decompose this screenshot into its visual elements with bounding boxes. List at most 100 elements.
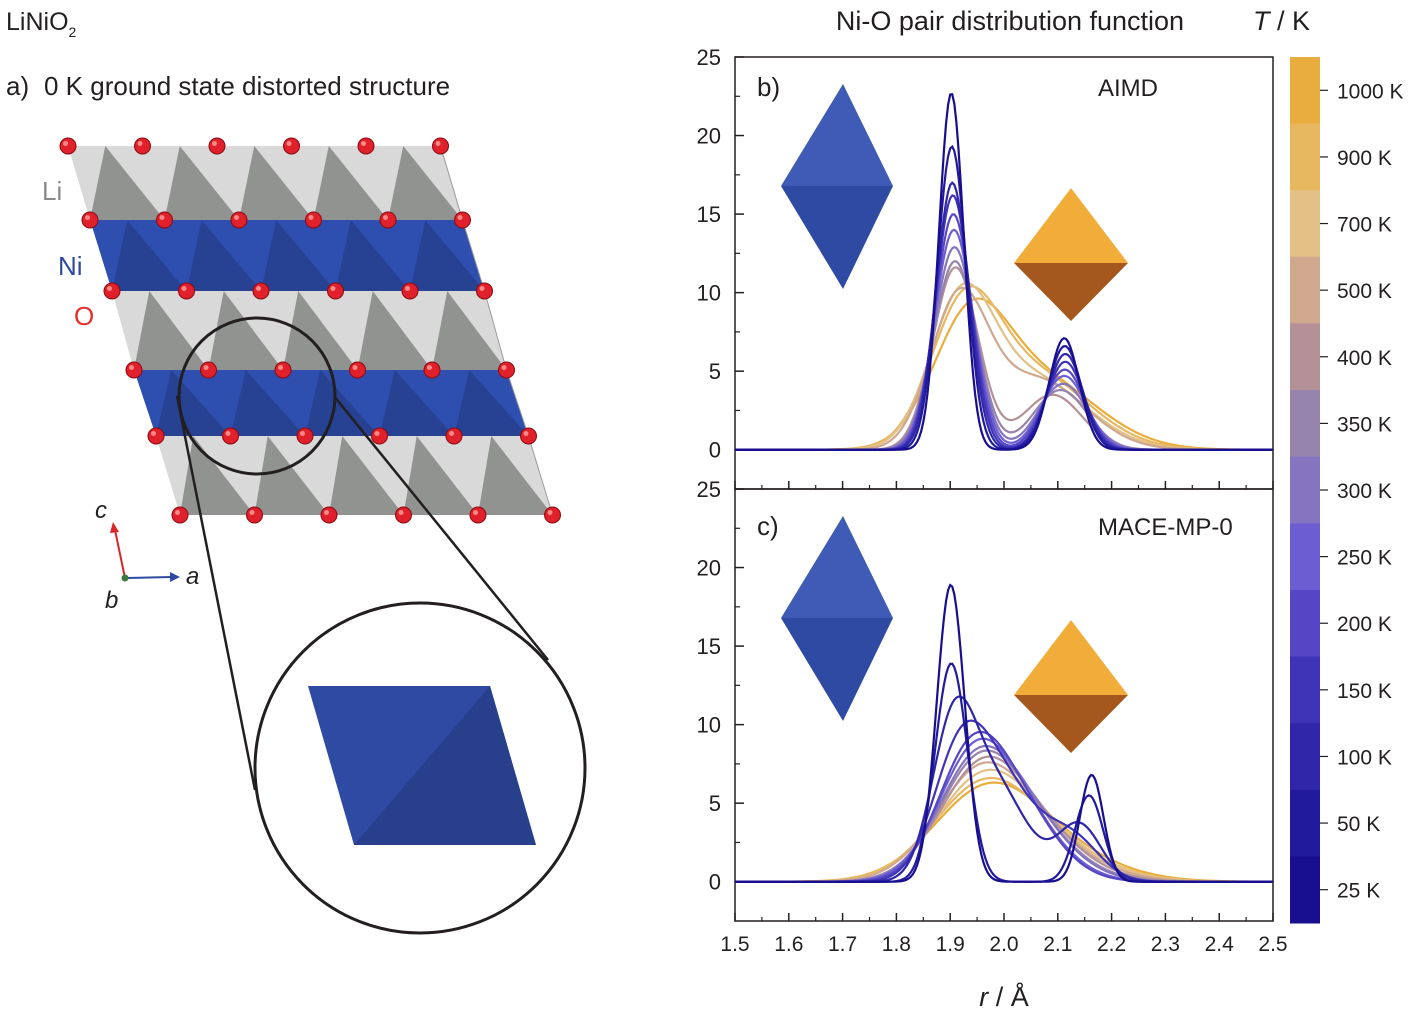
colorbar-label: 350 K bbox=[1337, 413, 1392, 436]
pdf-panel-aimd: 0 5 10 15 20 25 b) AIMD bbox=[697, 45, 1274, 490]
zoom-connector-left bbox=[175, 395, 257, 791]
x-tick-label: 1.8 bbox=[882, 933, 911, 956]
oxygen-atom bbox=[125, 361, 143, 379]
pdf-curve-900K bbox=[735, 776, 1273, 883]
o-label: O bbox=[74, 301, 94, 331]
oxygen-atom bbox=[134, 137, 151, 155]
x-tick-label: 1.7 bbox=[828, 933, 857, 956]
oxygen-atom bbox=[520, 427, 537, 445]
y-tick-label: 0 bbox=[709, 870, 721, 895]
x-tick-label: 1.5 bbox=[720, 933, 749, 956]
colorbar-label: 150 K bbox=[1337, 680, 1392, 703]
axis-a-label: a bbox=[186, 563, 199, 590]
colorbar-label: 25 K bbox=[1337, 880, 1380, 903]
colorbar-label: 900 K bbox=[1337, 147, 1392, 170]
colorbar-segment bbox=[1290, 656, 1320, 724]
panel-c-label: c) bbox=[757, 511, 779, 541]
ni-label: Ni bbox=[58, 251, 83, 281]
oxygen-atom bbox=[320, 506, 338, 524]
colorbar-label: 1000 K bbox=[1337, 80, 1404, 103]
oxygen-atom bbox=[171, 506, 189, 524]
x-tick-label: 1.9 bbox=[936, 933, 965, 956]
pdf-curve-700K bbox=[735, 768, 1273, 883]
y-tick-label: 20 bbox=[697, 556, 721, 581]
pdf-curve-300K bbox=[735, 744, 1273, 883]
x-tick-label: 2.3 bbox=[1151, 933, 1180, 956]
compound-formula: LiNiO2 bbox=[6, 8, 77, 40]
oxygen-atom bbox=[357, 137, 375, 155]
oxygen-atom bbox=[469, 506, 487, 524]
figure-title: Ni-O pair distribution function bbox=[836, 6, 1184, 36]
li-label: Li bbox=[42, 176, 62, 206]
x-tick-label: 2.2 bbox=[1097, 933, 1126, 956]
crystal-structure bbox=[59, 137, 561, 524]
oxygen-atom bbox=[296, 427, 314, 445]
y-tick-label: 15 bbox=[697, 202, 721, 227]
y-tick-label: 20 bbox=[697, 124, 721, 149]
oxygen-atom bbox=[395, 506, 412, 524]
oxygen-atom bbox=[103, 282, 121, 300]
oxygen-atom bbox=[327, 282, 344, 300]
oxygen-atom bbox=[200, 361, 217, 379]
oxygen-atom bbox=[476, 282, 493, 300]
panel-c-method: MACE-MP-0 bbox=[1098, 514, 1233, 541]
zoom-connector-right bbox=[333, 395, 549, 661]
pdf-curve-350K bbox=[735, 749, 1273, 883]
y-tick-label: 10 bbox=[697, 281, 721, 306]
colorbar-segment bbox=[1290, 190, 1320, 258]
panel-b-label: b) bbox=[757, 72, 780, 102]
panel-c-frame bbox=[734, 488, 1274, 922]
x-tick-label: 2.1 bbox=[1043, 933, 1072, 956]
oxygen-atom bbox=[401, 282, 419, 300]
orange-octahedron-icon bbox=[1014, 620, 1128, 695]
oxygen-atom bbox=[283, 137, 300, 155]
colorbar-label: 400 K bbox=[1337, 347, 1392, 370]
temperature-colorbar: 1000 K 900 K 700 K 500 K 400 K 350 K 300 K 250 … bbox=[1290, 57, 1404, 924]
pdf-curve-150K bbox=[735, 719, 1273, 883]
colorbar-segment bbox=[1290, 856, 1320, 924]
colorbar-label: 250 K bbox=[1337, 547, 1392, 570]
colorbar-label: 200 K bbox=[1337, 613, 1392, 636]
pdf-curve-1000K bbox=[735, 781, 1273, 883]
oxygen-atom bbox=[222, 427, 239, 445]
pdf-curve-900K bbox=[735, 285, 1273, 451]
pdf-curve-300K bbox=[735, 245, 1273, 451]
y-tick-label: 0 bbox=[709, 438, 721, 463]
panel-a-label: a) bbox=[6, 71, 29, 101]
y-tick-label: 10 bbox=[697, 713, 721, 738]
y-tick-label: 25 bbox=[697, 477, 721, 502]
pdf-curve-400K bbox=[735, 755, 1273, 883]
oxygen-atom bbox=[498, 361, 515, 379]
colorbar-segment bbox=[1290, 123, 1320, 191]
oxygen-atom bbox=[156, 211, 173, 229]
colorbar-label: 500 K bbox=[1337, 280, 1392, 303]
oxygen-atom bbox=[147, 427, 165, 445]
pdf-curve-700K bbox=[735, 281, 1273, 451]
colorbar-segment bbox=[1290, 57, 1320, 125]
x-tick-label: 1.6 bbox=[774, 933, 803, 956]
y-tick-label: 25 bbox=[697, 45, 721, 70]
panel-a-title: 0 K ground state distorted structure bbox=[44, 71, 450, 101]
axis-indicator bbox=[110, 522, 180, 582]
pdf-curve-400K bbox=[735, 266, 1273, 451]
pdf-curve-200K bbox=[735, 213, 1273, 451]
oxygen-atom bbox=[81, 211, 99, 229]
colorbar-segment bbox=[1290, 456, 1320, 524]
x-axis-title: r / Å bbox=[979, 981, 1029, 1012]
blue-octahedron-icon bbox=[781, 84, 893, 186]
oxygen-atom bbox=[371, 427, 388, 445]
colorbar-segment bbox=[1290, 723, 1320, 791]
oxygen-atom bbox=[379, 211, 397, 229]
oxygen-atom bbox=[544, 506, 561, 524]
colorbar-segment bbox=[1290, 256, 1320, 324]
colorbar-segment bbox=[1290, 589, 1320, 658]
oxygen-atom bbox=[230, 211, 248, 229]
panel-b-frame bbox=[734, 56, 1274, 490]
colorbar-segment bbox=[1290, 390, 1320, 458]
blue-octahedron-icon bbox=[781, 516, 893, 618]
oxygen-atom bbox=[454, 211, 471, 229]
colorbar-label: 700 K bbox=[1337, 214, 1392, 237]
colorbar-label: 50 K bbox=[1337, 813, 1380, 836]
x-tick-label: 2.0 bbox=[989, 933, 1018, 956]
axis-c-label: c bbox=[95, 497, 107, 524]
